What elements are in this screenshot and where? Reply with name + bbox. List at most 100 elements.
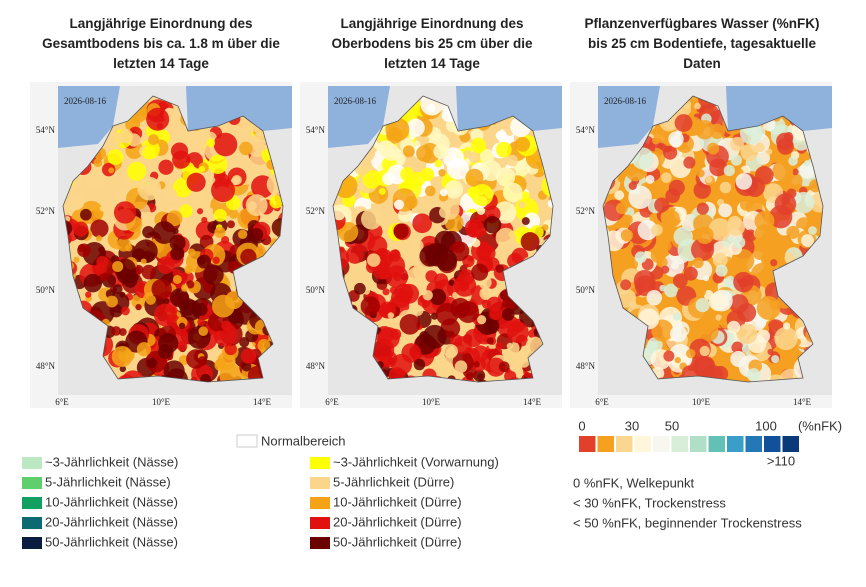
map-patch (664, 145, 672, 153)
map-patch (661, 265, 670, 274)
sea (186, 86, 292, 131)
map-patch (135, 304, 142, 311)
map-patch (241, 361, 252, 372)
lat-label: 52°N (36, 206, 56, 216)
map-patch (615, 202, 628, 215)
map-patch (663, 350, 675, 362)
panel-title: Langjährige Einordnung des Oberbodens bi… (331, 16, 533, 71)
map-patch (398, 207, 413, 223)
map-patch (683, 266, 698, 281)
lon-label: 6°E (55, 397, 69, 407)
map-patch (108, 167, 115, 174)
map-patch (476, 214, 484, 222)
map-patch (196, 208, 204, 215)
map-patch (464, 328, 483, 348)
map-patch (197, 318, 206, 326)
lat-label: 48°N (576, 361, 596, 371)
map-patch (767, 348, 774, 356)
legend-swatch (22, 537, 42, 549)
map-patch (712, 252, 728, 268)
map-patch (186, 131, 206, 151)
lon-label: 10°E (422, 397, 441, 407)
map-patch (257, 338, 271, 352)
map-patch (696, 226, 714, 245)
nfk-swatch (597, 436, 614, 452)
map-patch (707, 142, 720, 155)
map-patch (211, 294, 235, 318)
legend-label: 10-Jährlichkeit (Dürre) (333, 494, 462, 509)
map-patch (727, 218, 745, 237)
map-patch (754, 211, 775, 232)
map-patch (137, 176, 162, 201)
map-patch (269, 195, 283, 209)
map-patch (465, 168, 484, 187)
map-patch (705, 175, 713, 183)
map-patch (661, 209, 680, 228)
map-patch (486, 357, 506, 377)
map-patch (670, 325, 688, 343)
map-patch (479, 286, 493, 301)
map-patch (697, 320, 719, 342)
map-patch (649, 212, 659, 223)
map-patch (723, 165, 735, 177)
map-patch (214, 330, 225, 341)
map-patch (391, 249, 400, 258)
map-patch (695, 297, 710, 313)
map-patch (674, 114, 693, 132)
map-patch (479, 149, 495, 164)
map-patch (385, 265, 409, 288)
map-patch (162, 187, 178, 203)
map-patch (719, 181, 732, 194)
map-patch (439, 206, 451, 219)
map-patch (378, 187, 386, 195)
map-patch (387, 312, 395, 319)
map-patch (668, 131, 684, 147)
map-patch (520, 232, 540, 251)
map-patch (172, 150, 191, 169)
map-patch (483, 216, 502, 234)
map-patch (478, 244, 496, 262)
lon-label: 14°E (523, 397, 542, 407)
lat-label: 50°N (306, 285, 326, 295)
map-patch (181, 284, 189, 292)
map-patch (786, 225, 800, 239)
map-patch (203, 264, 224, 286)
map-patch (515, 136, 531, 152)
legend-swatch (310, 497, 330, 509)
map-patch (90, 219, 109, 238)
map-patch (664, 283, 678, 298)
map-patch (443, 363, 453, 374)
legend-label: 50-Jährlichkeit (Nässe) (45, 534, 178, 549)
map-patch (784, 236, 791, 243)
map-patch (674, 356, 681, 364)
map-patch (683, 156, 696, 169)
map-patch (495, 342, 504, 350)
map-patch (94, 262, 107, 275)
map-patch (197, 356, 208, 366)
map-patch (383, 144, 400, 161)
map-patch (696, 202, 709, 215)
map-patch (410, 171, 426, 187)
map-patch (214, 226, 226, 238)
lat-label: 52°N (306, 206, 326, 216)
legend-swatch (22, 517, 42, 529)
map-patch (443, 344, 458, 359)
map-patch (134, 239, 158, 264)
nfk-swatch (727, 436, 744, 452)
map-patch (429, 288, 447, 306)
map-patch (198, 326, 209, 337)
map-patch (158, 159, 174, 175)
map-patch (484, 318, 500, 334)
map-patch (661, 172, 672, 183)
map-patch (448, 279, 455, 286)
lon-label: 10°E (152, 397, 171, 407)
map-patch (691, 238, 715, 262)
map-patch (438, 169, 446, 177)
map-patch (673, 226, 693, 247)
map-patch (249, 227, 264, 242)
nfk-swatch (671, 436, 688, 452)
map-patch (346, 245, 364, 264)
nfk-swatch (690, 436, 707, 452)
legend-swatch (236, 434, 258, 448)
